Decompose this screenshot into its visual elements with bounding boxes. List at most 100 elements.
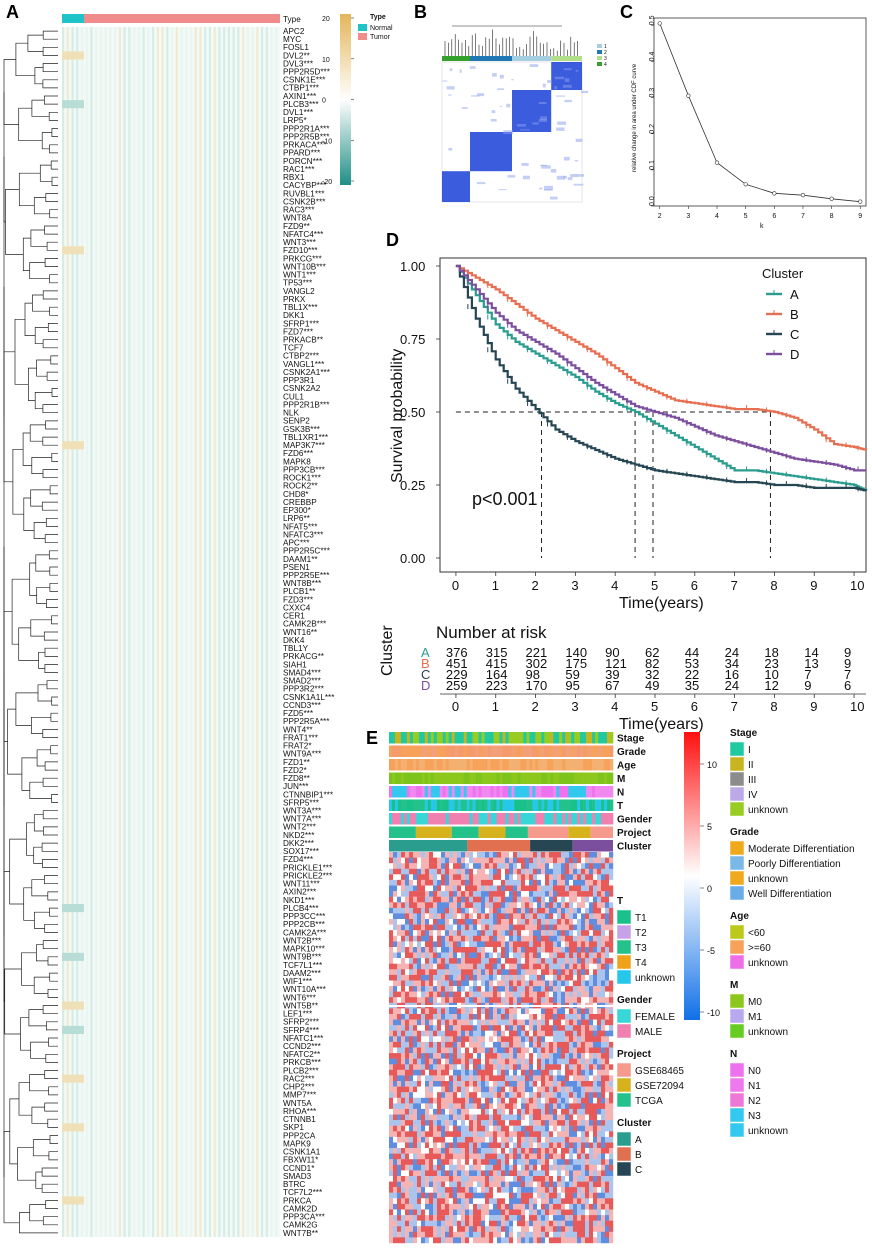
expression-cell xyxy=(401,1025,406,1031)
expression-cell xyxy=(449,1159,454,1165)
expression-cell xyxy=(549,1136,554,1143)
annotation-cell xyxy=(463,772,467,784)
expression-cell xyxy=(581,947,586,953)
expression-cell xyxy=(505,1164,510,1171)
expression-cell xyxy=(513,891,518,897)
cluster-color-bar xyxy=(470,56,512,61)
expression-cell xyxy=(609,952,614,959)
expression-cell xyxy=(605,896,610,903)
expression-cell xyxy=(513,852,518,858)
dendrogram-branch xyxy=(45,1053,58,1063)
expression-cell xyxy=(601,963,606,970)
expression-cell xyxy=(561,1148,566,1154)
expression-cell xyxy=(509,1209,514,1216)
expression-cell xyxy=(557,1192,562,1199)
dendrogram-branch xyxy=(29,781,52,799)
annotation-cell xyxy=(493,786,497,798)
expression-cell xyxy=(537,1153,542,1160)
legend-label: C xyxy=(790,327,799,342)
expression-cell xyxy=(509,1142,514,1149)
dendrogram-branch xyxy=(46,371,58,381)
expression-cell xyxy=(609,974,614,981)
expression-cell xyxy=(461,1081,466,1087)
expression-cell xyxy=(501,919,506,925)
expression-cell xyxy=(605,1092,610,1098)
risk-count: 13 xyxy=(804,656,818,671)
expression-cell xyxy=(521,1176,526,1182)
expression-cell xyxy=(497,1153,502,1160)
expression-cell xyxy=(445,980,450,987)
expression-cell xyxy=(453,1047,458,1054)
expression-cell xyxy=(541,1075,546,1082)
expression-cell xyxy=(501,879,506,886)
expression-cell xyxy=(577,986,582,992)
expression-cell xyxy=(573,1064,578,1071)
expression-cell xyxy=(393,863,398,869)
expression-cell xyxy=(405,991,410,998)
annotation-cell xyxy=(580,813,584,825)
gene-label: NFATC1*** xyxy=(283,1034,324,1043)
expression-cell xyxy=(533,1142,538,1149)
expression-cell xyxy=(533,1153,538,1160)
expression-cell xyxy=(449,991,454,998)
expression-cell xyxy=(609,902,614,909)
expression-cell xyxy=(433,852,438,858)
expression-cell xyxy=(581,879,586,886)
expression-cell xyxy=(529,1058,534,1065)
annotation-cell xyxy=(392,772,396,784)
expression-cell xyxy=(585,958,590,964)
gene-label: DKK2*** xyxy=(283,839,315,848)
expression-cell xyxy=(445,1103,450,1110)
consensus-noise xyxy=(469,66,476,69)
expression-cell xyxy=(581,958,586,964)
expression-cell xyxy=(389,874,394,881)
expression-cell xyxy=(593,919,598,925)
expression-cell xyxy=(485,874,490,881)
expression-cell xyxy=(605,1203,610,1210)
expression-cell xyxy=(461,941,466,948)
expression-cell xyxy=(461,980,466,987)
expression-cell xyxy=(397,1181,402,1188)
annotation-cell xyxy=(574,745,578,757)
expression-cell xyxy=(609,1058,614,1065)
expression-cell xyxy=(405,1125,410,1132)
annotation-cell xyxy=(544,772,548,784)
risk-x-tick-label: 1 xyxy=(492,699,499,714)
expression-cell xyxy=(477,1170,482,1177)
expression-cell xyxy=(529,902,534,909)
expression-cell xyxy=(449,896,454,903)
expression-cell xyxy=(401,1036,406,1043)
gene-label: PLCB1** xyxy=(283,587,316,596)
expression-cell xyxy=(429,919,434,925)
expression-cell xyxy=(537,963,542,970)
expression-cell xyxy=(505,1086,510,1093)
expression-cell xyxy=(473,1030,478,1037)
annotation-cell xyxy=(475,799,479,811)
expression-cell xyxy=(449,1064,454,1071)
dendrogram-branch xyxy=(29,1204,46,1222)
expression-cell xyxy=(457,1025,462,1031)
expression-cell xyxy=(493,907,498,914)
x-tick-label: 7 xyxy=(801,213,805,220)
expression-cell xyxy=(397,930,402,936)
expression-cell xyxy=(557,1131,562,1138)
expression-cell xyxy=(601,1176,606,1182)
expression-cell xyxy=(485,1148,490,1154)
expression-cell xyxy=(505,930,510,936)
expression-cell xyxy=(409,935,414,942)
annotation-cell xyxy=(553,732,557,744)
expression-cell xyxy=(461,974,466,981)
gene-label: CTBP2*** xyxy=(283,352,320,361)
expression-cell xyxy=(405,1069,410,1076)
expression-cell xyxy=(573,963,578,970)
expression-cell xyxy=(517,930,522,936)
expression-cell xyxy=(437,997,442,1003)
expression-cell xyxy=(573,1187,578,1193)
expression-cell xyxy=(453,986,458,992)
expression-cell xyxy=(529,868,534,875)
expression-cell xyxy=(549,1203,554,1210)
annotation-cell xyxy=(421,759,426,771)
expression-cell xyxy=(401,1181,406,1188)
expression-cell xyxy=(549,1215,554,1221)
expression-cell xyxy=(561,1187,566,1193)
